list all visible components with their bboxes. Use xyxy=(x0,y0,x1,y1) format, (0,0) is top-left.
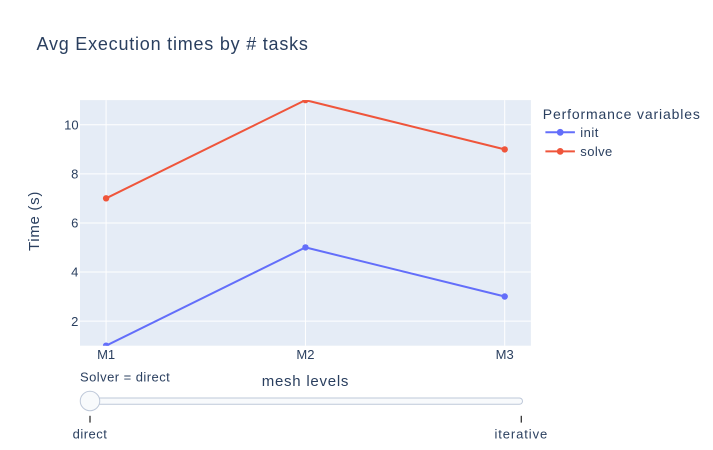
svg-text:solve: solve xyxy=(580,144,612,159)
svg-text:8: 8 xyxy=(71,167,78,182)
svg-text:iterative: iterative xyxy=(494,427,548,442)
svg-text:init: init xyxy=(580,125,599,140)
svg-text:direct: direct xyxy=(73,427,108,442)
svg-text:2: 2 xyxy=(71,314,78,329)
svg-text:M2: M2 xyxy=(296,347,314,362)
svg-text:4: 4 xyxy=(71,265,78,280)
svg-text:6: 6 xyxy=(71,216,78,231)
svg-text:Performance variables: Performance variables xyxy=(543,106,701,122)
svg-text:Time (s): Time (s) xyxy=(26,191,43,251)
svg-text:mesh levels: mesh levels xyxy=(262,373,349,390)
svg-text:M1: M1 xyxy=(97,347,115,362)
svg-text:Solver = direct: Solver = direct xyxy=(80,370,170,385)
svg-text:Avg Execution times by # tasks: Avg Execution times by # tasks xyxy=(37,34,309,54)
svg-text:10: 10 xyxy=(64,117,78,132)
svg-text:M3: M3 xyxy=(496,347,514,362)
